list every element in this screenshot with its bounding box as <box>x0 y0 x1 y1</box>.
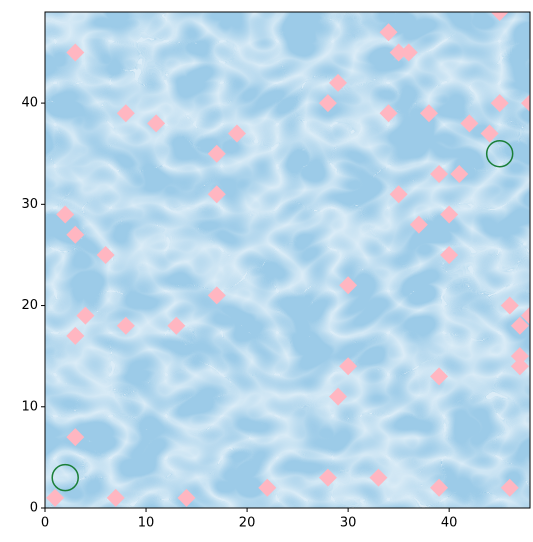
diamond-point <box>521 94 530 113</box>
diamond-point <box>379 23 398 42</box>
diamond-point <box>318 94 337 113</box>
y-tick-label: 0 <box>30 501 38 516</box>
diamond-point <box>510 347 529 366</box>
diamond-point <box>66 225 85 244</box>
diamond-point <box>521 306 530 325</box>
diamond-point <box>510 357 529 376</box>
diamond-point <box>379 104 398 123</box>
circle-point <box>485 139 514 168</box>
diamond-point <box>500 296 519 315</box>
diamond-point <box>106 488 125 507</box>
y-tick-label: 20 <box>21 298 38 313</box>
diamond-point <box>56 205 75 224</box>
diamond-point <box>258 478 277 497</box>
diamond-point <box>177 488 196 507</box>
marks <box>46 12 530 507</box>
diamond-point <box>207 144 226 163</box>
diamond-point <box>329 387 348 406</box>
x-tick-label: 20 <box>239 516 256 531</box>
diamond-point <box>389 43 408 62</box>
plot-background <box>45 12 530 508</box>
diamond-point <box>46 488 65 507</box>
diamond-point <box>207 185 226 204</box>
diamond-point <box>440 205 459 224</box>
diamond-point <box>430 164 449 183</box>
y-tick-label: 30 <box>21 197 38 212</box>
diamond-point <box>409 215 428 234</box>
diamond-point <box>440 245 459 264</box>
diamond-point <box>399 43 418 62</box>
diamond-point <box>430 478 449 497</box>
diamond-point <box>167 316 186 335</box>
diamond-point <box>207 286 226 305</box>
diamond-point <box>227 124 246 143</box>
diamond-point <box>460 114 479 133</box>
circle-point <box>51 463 79 492</box>
diamond-point <box>66 428 85 447</box>
diamond-point <box>430 367 449 386</box>
diamond-point <box>490 12 509 21</box>
diamond-point <box>329 73 348 92</box>
diamond-point <box>339 357 358 376</box>
x-tick-label: 40 <box>441 516 458 531</box>
x-tick-label: 0 <box>41 516 49 531</box>
diamond-point <box>66 326 85 345</box>
diamond-point <box>116 316 135 335</box>
diamond-point <box>419 104 438 123</box>
plot-frame <box>44 11 531 509</box>
diamond-point <box>480 124 499 143</box>
diamond-point <box>450 164 469 183</box>
diamond-point <box>510 316 529 335</box>
diamond-point <box>147 114 166 133</box>
diamond-point <box>318 468 337 487</box>
x-tick-label: 30 <box>340 516 357 531</box>
x-tick-label: 10 <box>138 516 155 531</box>
diamond-point <box>96 245 115 264</box>
diamond-point <box>66 43 85 62</box>
diamond-point <box>369 468 388 487</box>
y-tick-label: 10 <box>21 399 38 414</box>
y-tick-label: 40 <box>21 96 38 111</box>
diamond-point <box>76 306 95 325</box>
diamond-point <box>339 276 358 295</box>
diamond-point <box>500 478 519 497</box>
diamond-point <box>389 185 408 204</box>
diamond-point <box>116 104 135 123</box>
diamond-point <box>490 94 509 113</box>
